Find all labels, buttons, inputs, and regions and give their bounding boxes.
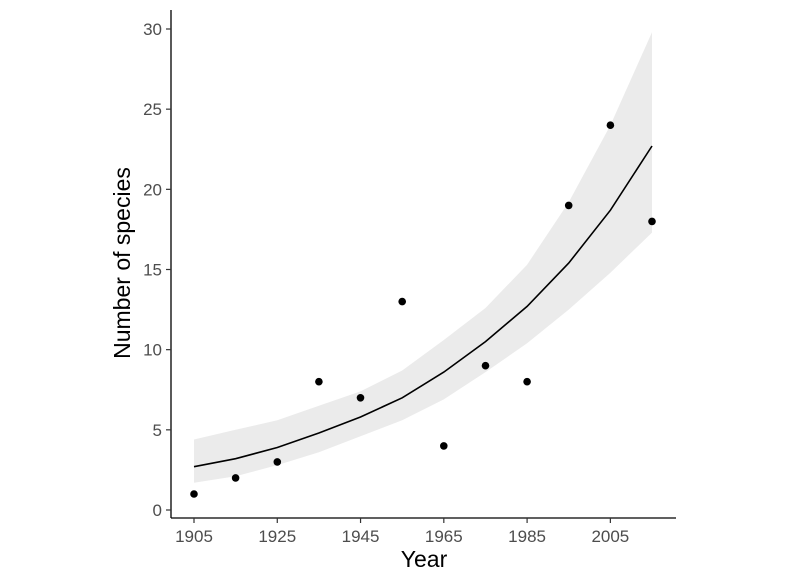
- y-tick-label: 20: [143, 180, 162, 199]
- y-tick-label: 10: [143, 341, 162, 360]
- data-point: [273, 458, 282, 466]
- data-point: [231, 474, 240, 482]
- y-tick-label: 25: [143, 100, 162, 119]
- data-points-layer: [190, 121, 656, 498]
- data-point: [523, 377, 531, 386]
- y-tick-label: 15: [143, 261, 162, 280]
- y-tick-label: 5: [153, 421, 162, 440]
- data-point: [606, 121, 615, 129]
- data-point: [190, 490, 198, 498]
- y-tick-label: 30: [143, 20, 162, 39]
- x-tick-label: 1945: [342, 527, 380, 546]
- axes-layer: 0 5 10 15 20 25 30 1905 1925 1945 1965 1985 2005: [143, 10, 676, 546]
- x-tick-label: 1925: [258, 527, 296, 546]
- data-point: [481, 361, 490, 370]
- data-point: [356, 394, 365, 402]
- data-point: [315, 377, 323, 386]
- x-axis-title: Year: [401, 546, 448, 572]
- x-tick-label: 1965: [425, 527, 463, 546]
- x-tick-label: 1985: [508, 527, 546, 546]
- data-point: [440, 442, 448, 450]
- x-tick-label: 1905: [175, 527, 213, 546]
- confidence-band: [194, 32, 652, 483]
- y-tick-label: 0: [153, 501, 162, 520]
- fitted-line: [193, 145, 653, 468]
- confidence-band-layer: [194, 32, 652, 483]
- fitted-line-layer: [193, 145, 653, 468]
- x-tick-label: 2005: [591, 527, 629, 546]
- data-point: [648, 217, 656, 226]
- data-point: [564, 201, 573, 210]
- y-axis-title: Number of species: [109, 167, 135, 359]
- data-point: [398, 297, 407, 306]
